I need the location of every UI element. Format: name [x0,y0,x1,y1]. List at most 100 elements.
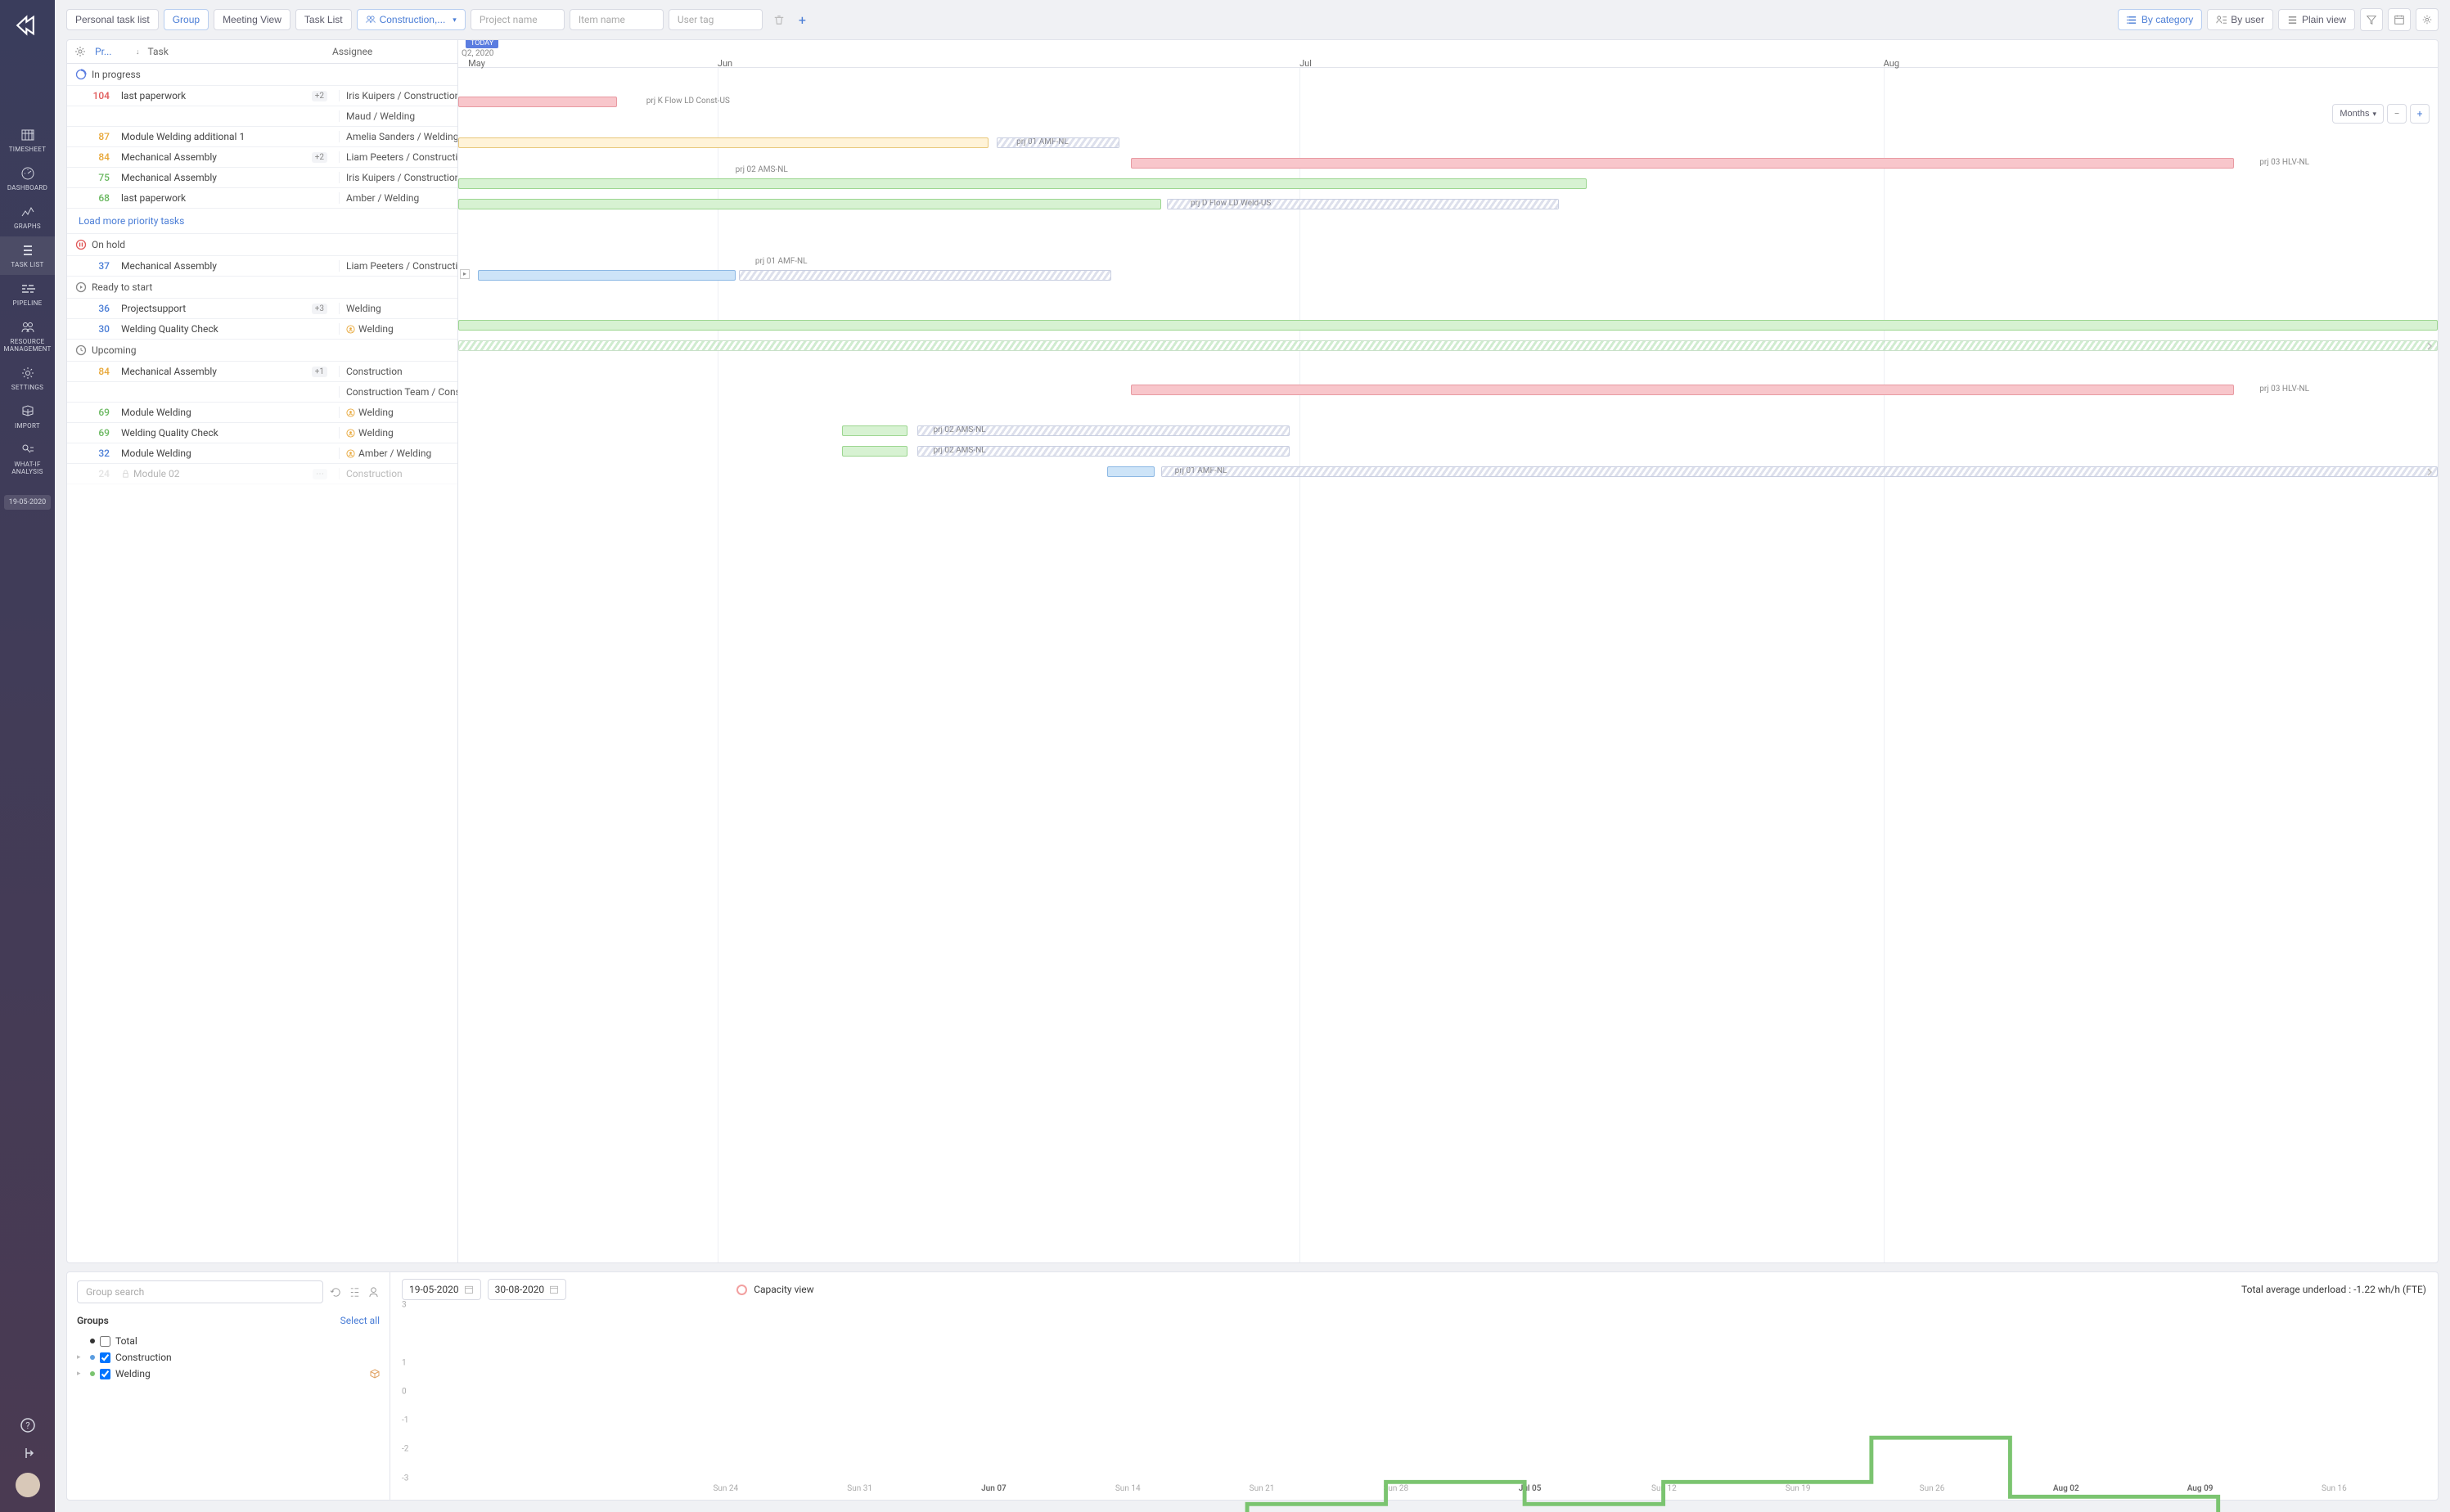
task-name: Module Welding additional 1 [115,131,339,142]
gantt-bar[interactable] [842,446,907,457]
nav-timesheet[interactable]: TIMESHEET [0,121,55,160]
chevron-right-icon[interactable]: ▸ [77,1353,85,1361]
group-search-input[interactable]: Group search [77,1280,323,1303]
task-row[interactable]: 30Welding Quality CheckWelding [67,319,457,340]
gear-icon[interactable] [74,45,87,58]
task-row[interactable]: 68last paperworkAmber / Welding [67,188,457,209]
tab-meeting[interactable]: Meeting View [214,9,290,30]
item-name-input[interactable]: Item name [570,9,664,30]
task-row[interactable]: 84Mechanical Assembly+1Construction [67,362,457,382]
settings-icon[interactable] [2416,8,2439,31]
gantt-bar[interactable] [1167,199,1559,209]
priority-value: 104 [67,90,115,101]
nav-graphs[interactable]: GRAPHS [0,198,55,236]
zoom-dropdown[interactable]: Months [2332,104,2384,124]
tasklist-icon [20,243,35,258]
group-checkbox[interactable] [100,1369,110,1379]
team-filter-dropdown[interactable]: Construction,... [357,9,466,30]
task-row[interactable]: 84Mechanical Assembly+2Liam Peeters / Co… [67,147,457,168]
group-item[interactable]: ▸Construction [77,1349,380,1366]
load-more-link[interactable]: Load more priority tasks [79,215,184,227]
priority-value: 36 [67,303,115,314]
section-upcoming[interactable]: Upcoming [67,340,457,362]
tree-icon[interactable] [349,1286,361,1298]
section-onhold[interactable]: On hold [67,234,457,256]
chevron-right-icon[interactable] [2425,341,2434,351]
capacity-radio[interactable] [736,1285,747,1295]
person-icon[interactable] [367,1286,380,1298]
col-priority[interactable]: Pr... [95,46,136,57]
nav-pipeline[interactable]: PIPELINE [0,275,55,313]
section-inprogress[interactable]: In progress [67,64,457,86]
task-row[interactable]: 24 Module 02⋯Construction [67,464,457,484]
current-date-badge[interactable]: 19-05-2020 [4,495,51,510]
plain-view-button[interactable]: Plain view [2278,9,2355,30]
gantt-bar[interactable] [458,320,2438,331]
group-item[interactable]: ▸Welding [77,1366,380,1382]
gantt-bar[interactable] [458,199,1161,209]
logout-icon[interactable] [20,1445,36,1461]
task-row[interactable]: 37Mechanical AssemblyLiam Peeters / Cons… [67,256,457,277]
group-checkbox[interactable] [100,1336,110,1347]
tab-personal[interactable]: Personal task list [66,9,159,30]
user-avatar[interactable] [16,1473,40,1497]
chevron-right-icon[interactable] [2425,467,2434,477]
user-tag-input[interactable]: User tag [669,9,763,30]
delete-icon[interactable] [768,8,790,31]
pause-icon [75,239,87,250]
by-user-button[interactable]: By user [2207,9,2273,30]
task-row[interactable]: 69Welding Quality CheckWelding [67,423,457,443]
lock-icon [121,470,130,479]
nav-dashboard[interactable]: DASHBOARD [0,160,55,198]
task-row[interactable]: 36Projectsupport+3Welding [67,299,457,319]
section-ready[interactable]: Ready to start [67,277,457,299]
task-row[interactable]: 32Module WeldingAmber / Welding [67,443,457,464]
zoom-in-button[interactable]: + [2410,104,2430,124]
col-task[interactable]: Task [148,46,333,57]
gantt-bar[interactable] [739,270,1111,281]
by-category-button[interactable]: By category [2118,9,2202,30]
gantt-bar[interactable] [917,446,1290,457]
task-row[interactable]: 75Mechanical AssemblyIris Kuipers / Cons… [67,168,457,188]
add-icon[interactable]: + [795,12,809,28]
date-from-input[interactable]: 19-05-2020 [402,1279,481,1300]
project-name-input[interactable]: Project name [471,9,565,30]
gantt-bar[interactable] [1107,466,1155,477]
gantt-bar[interactable] [997,137,1119,148]
gantt-bar[interactable] [478,270,735,281]
group-checkbox[interactable] [100,1352,110,1363]
tab-tasklist[interactable]: Task List [295,9,352,30]
refresh-icon[interactable] [330,1286,342,1298]
nav-tasklist[interactable]: TASK LIST [0,236,55,275]
expand-toggle[interactable]: ▸ [460,269,470,279]
select-all-link[interactable]: Select all [340,1315,380,1326]
gantt-bar[interactable] [842,425,907,436]
chevron-right-icon[interactable]: ▸ [77,1370,85,1378]
gantt-bar[interactable] [458,137,989,148]
gantt-bar[interactable] [458,340,2438,351]
nav-import[interactable]: IMPORT [0,398,55,436]
gantt-bar[interactable] [917,425,1290,436]
tab-group[interactable]: Group [164,9,209,30]
group-item[interactable]: Total [77,1333,380,1349]
date-to-input[interactable]: 30-08-2020 [488,1279,567,1300]
assignee: Maud / Welding [339,110,457,122]
gantt-bar[interactable] [458,178,1587,189]
calendar-icon[interactable] [2388,8,2411,31]
zoom-out-button[interactable]: − [2387,104,2407,124]
nav-settings[interactable]: SETTINGS [0,359,55,398]
task-row[interactable]: 104last paperwork+2Iris Kuipers / Constr… [67,86,457,106]
count-badge: +3 [312,304,327,314]
nav-whatif[interactable]: WHAT-IF ANALYSIS [0,436,55,482]
filter-icon[interactable] [2360,8,2383,31]
col-assignee[interactable]: Assignee [332,46,451,57]
nav-resource[interactable]: RESOURCE MANAGEMENT [0,313,55,359]
gantt-bar[interactable] [458,97,617,107]
gantt-bar[interactable] [1131,158,2233,169]
gantt-bar[interactable] [1161,466,2438,477]
assignee: Iris Kuipers / Construction [339,172,457,183]
task-row[interactable]: 69Module WeldingWelding [67,403,457,423]
task-row[interactable]: 87Module Welding additional 1Amelia Sand… [67,127,457,147]
gantt-bar[interactable] [1131,385,2233,395]
help-icon[interactable]: ? [20,1417,36,1433]
